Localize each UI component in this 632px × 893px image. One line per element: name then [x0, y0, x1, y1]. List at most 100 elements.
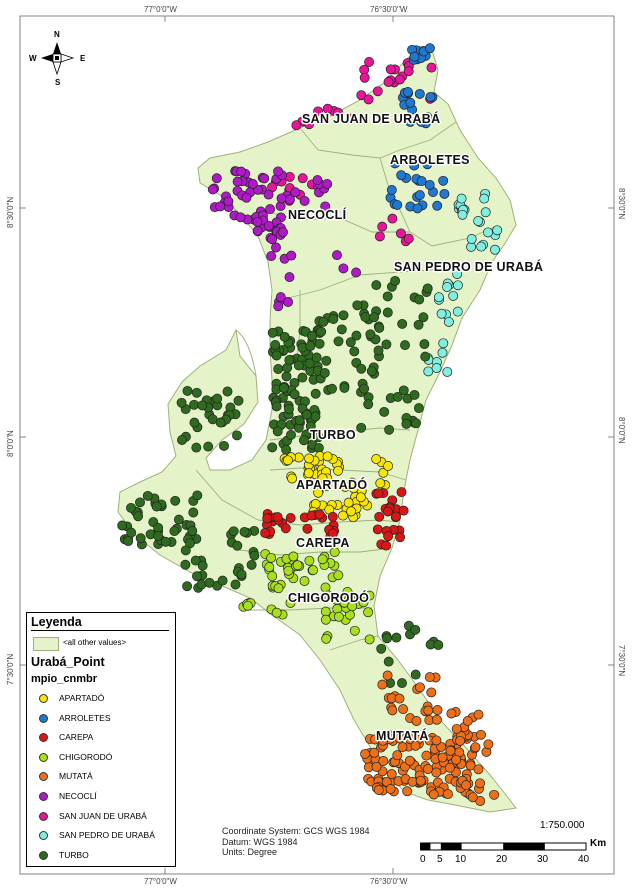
point-marker — [387, 213, 398, 224]
point-marker — [396, 170, 407, 181]
point-marker — [307, 331, 317, 341]
point-marker — [433, 292, 444, 303]
point-marker — [241, 192, 252, 203]
point-marker — [266, 251, 277, 262]
scale-tick-5: 5 — [437, 854, 443, 865]
crs-line-2: Datum: WGS 1984 — [222, 836, 298, 847]
point-marker — [343, 497, 354, 508]
point-marker — [267, 442, 278, 453]
point-marker — [282, 455, 293, 466]
point-marker — [422, 159, 433, 170]
point-marker — [290, 187, 301, 198]
legend-item-label: CHIGORODÓ — [59, 751, 113, 762]
coord-left-2: 8°0'0"N — [6, 430, 15, 457]
point-marker — [298, 435, 309, 446]
point-marker — [461, 780, 472, 791]
coord-right-3: 7°30'0"N — [617, 645, 626, 677]
scale-tick-40: 40 — [578, 854, 590, 865]
point-marker — [414, 190, 425, 201]
legend-title: Leyenda — [31, 615, 82, 629]
point-marker — [232, 540, 243, 551]
point-marker — [289, 389, 300, 400]
point-marker — [278, 383, 289, 393]
point-marker — [313, 106, 324, 117]
point-marker — [363, 399, 374, 410]
point-marker — [452, 306, 463, 317]
point-marker — [267, 234, 278, 245]
point-marker — [217, 575, 228, 586]
point-marker — [390, 275, 401, 286]
point-marker — [327, 383, 337, 394]
point-marker — [259, 173, 270, 184]
scale-tick-10: 10 — [455, 854, 467, 865]
point-marker — [381, 339, 392, 350]
point-marker — [272, 426, 283, 437]
point-marker — [373, 345, 384, 356]
point-marker — [423, 366, 434, 377]
point-marker — [304, 119, 315, 130]
point-marker — [310, 388, 321, 399]
point-marker — [452, 280, 463, 291]
point-marker — [288, 551, 299, 562]
point-marker — [412, 203, 423, 214]
legend-item-label: APARTADÓ — [59, 693, 105, 703]
point-marker — [275, 292, 286, 303]
point-marker — [286, 429, 296, 440]
point-marker — [321, 633, 332, 644]
legend-item-label: TURBO — [59, 849, 89, 860]
point-marker — [316, 326, 327, 337]
point-marker — [394, 693, 405, 704]
point-marker — [235, 212, 246, 223]
point-marker — [133, 511, 144, 522]
point-marker — [444, 762, 455, 773]
point-marker — [314, 509, 325, 520]
point-marker — [321, 480, 332, 491]
point-marker — [392, 199, 403, 210]
point-marker — [438, 175, 449, 186]
point-marker — [379, 406, 390, 417]
point-marker — [411, 418, 421, 429]
point-marker — [419, 339, 430, 350]
point-marker — [372, 86, 383, 97]
point-marker — [342, 587, 353, 597]
point-marker — [276, 193, 287, 204]
point-marker — [283, 297, 294, 307]
point-marker — [176, 397, 187, 408]
coord-bottom-1: 77°0'0"W — [144, 877, 177, 886]
point-marker — [394, 733, 405, 744]
point-marker — [437, 752, 448, 763]
point-marker — [415, 775, 426, 786]
point-marker — [404, 755, 415, 766]
point-marker — [384, 424, 395, 435]
point-marker — [345, 337, 356, 348]
point-marker — [377, 679, 388, 690]
point-marker — [465, 760, 476, 771]
point-marker — [375, 478, 386, 489]
scale-tick-30: 30 — [537, 854, 549, 865]
label-arboletes: ARBOLETES — [390, 153, 470, 167]
point-marker — [263, 220, 274, 231]
point-marker — [271, 607, 282, 618]
point-marker — [409, 389, 420, 400]
point-marker — [189, 399, 200, 410]
point-marker — [490, 244, 500, 255]
coord-right-2: 8°0'0"N — [617, 417, 626, 444]
point-marker — [351, 267, 362, 278]
point-marker — [346, 506, 357, 517]
point-marker — [297, 342, 308, 353]
point-marker — [383, 531, 394, 542]
legend-item-label: CAREPA — [59, 732, 94, 743]
point-marker — [356, 422, 367, 433]
legend-symbol-icon — [39, 752, 48, 762]
point-marker — [476, 241, 487, 252]
point-marker — [394, 74, 405, 85]
label-chigorodo: CHIGORODÓ — [288, 591, 370, 605]
point-marker — [431, 363, 442, 373]
legend-panel: Leyenda <all other values> Urabá_Point m… — [26, 612, 176, 867]
point-marker — [293, 360, 304, 371]
point-marker — [232, 176, 243, 187]
label-carepa: CAREPA — [296, 536, 350, 550]
coord-bottom-2: 76°30'0"W — [370, 877, 408, 886]
point-marker — [437, 347, 448, 358]
point-marker — [400, 340, 410, 351]
